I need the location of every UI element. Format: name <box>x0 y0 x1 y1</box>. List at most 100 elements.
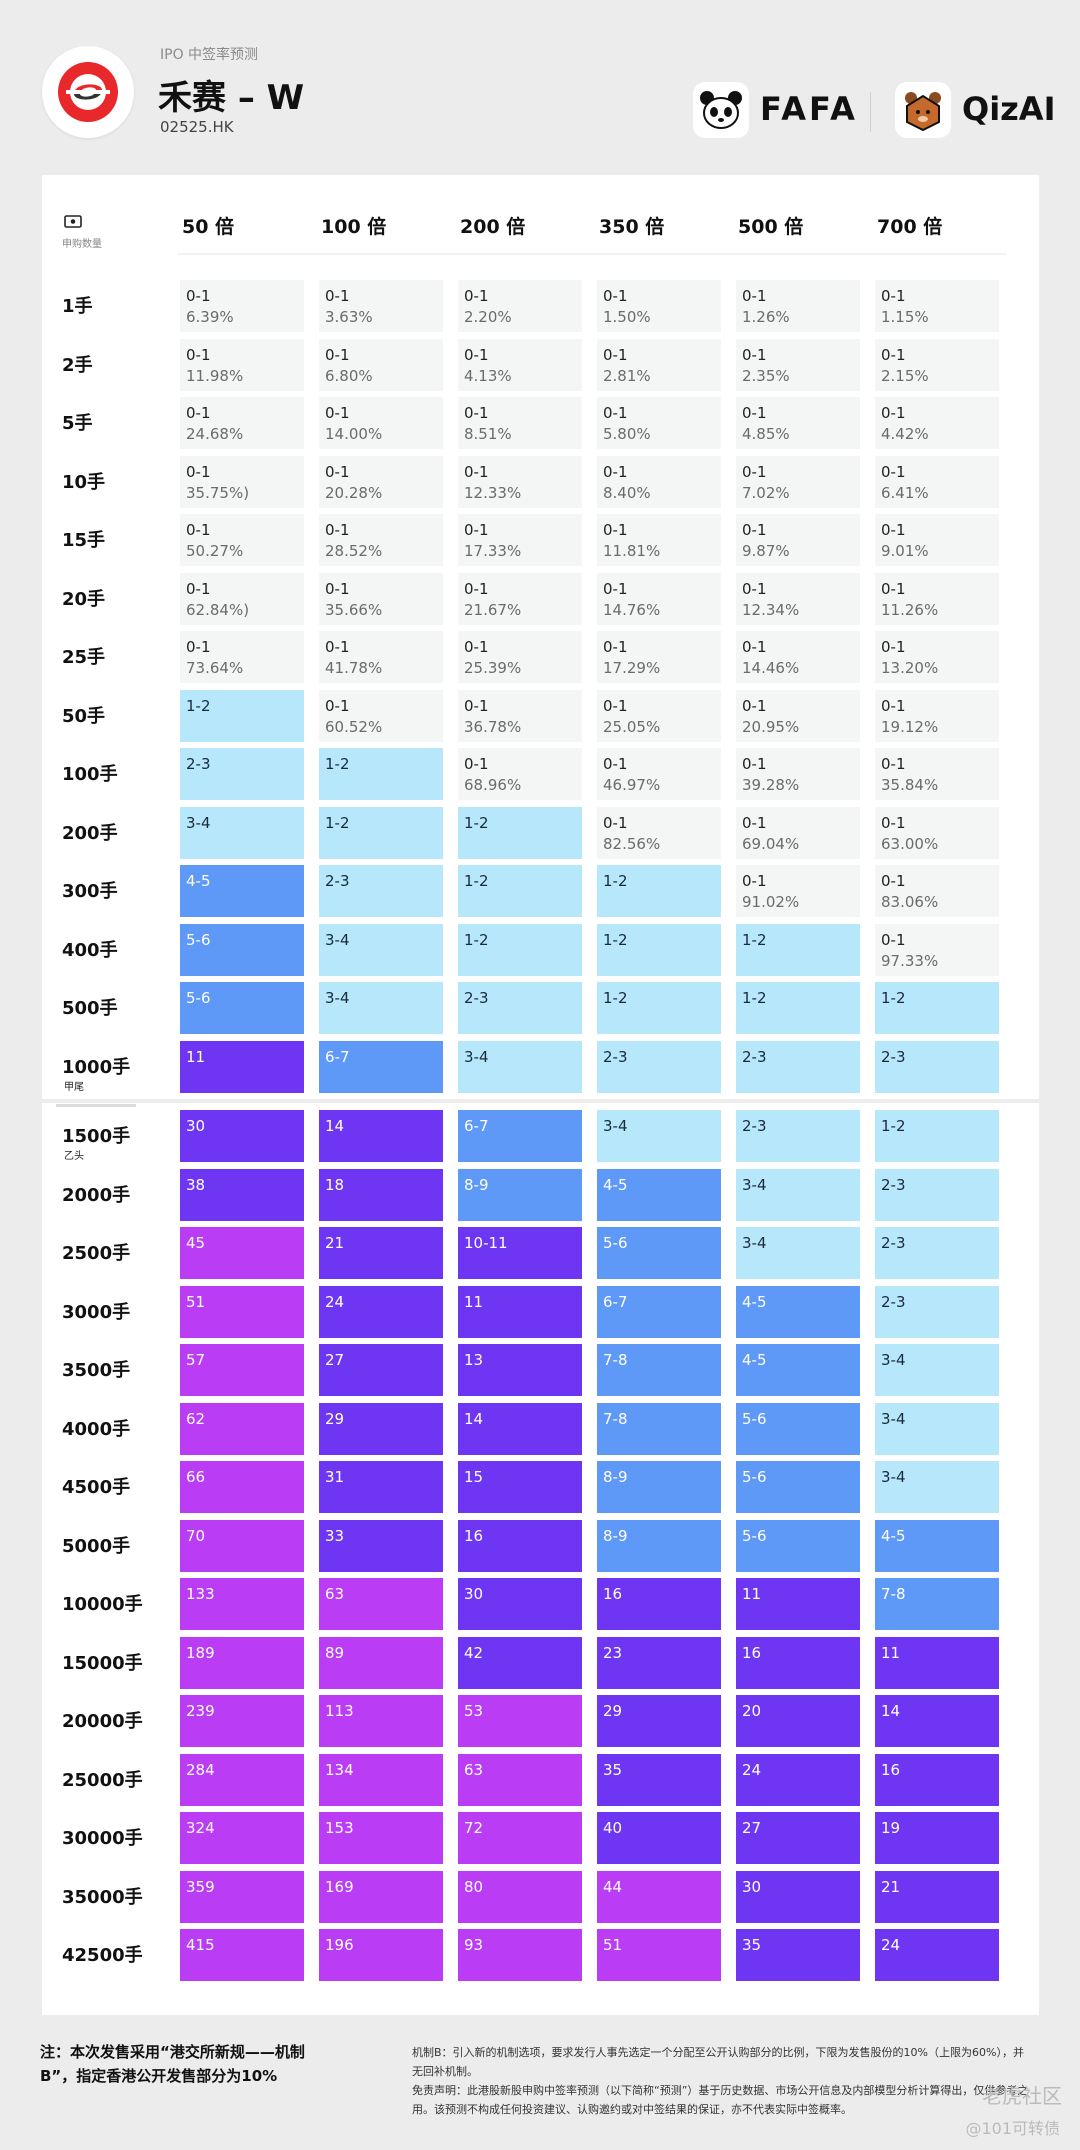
row-label: 4000手 <box>62 1418 131 1440</box>
cell-allotment: 3-4 <box>881 1351 906 1369</box>
table-cell: 0-1 17.33% <box>458 514 582 566</box>
table-cell: 24 <box>319 1285 443 1338</box>
table-cell: 0-1 35.66% <box>319 572 443 625</box>
table-cell: 5-6 <box>180 923 304 976</box>
cell-allotment: 2-3 <box>186 755 211 773</box>
table-cell: 70 <box>180 1519 304 1572</box>
table-cell: 0-1 2.81% <box>597 338 721 391</box>
table-cell: 80 <box>458 1870 582 1923</box>
cell-probability: 14.00% <box>325 425 383 443</box>
table-cell: 4-5 <box>875 1519 999 1572</box>
table-cell: 35 <box>597 1753 721 1806</box>
table-cell: 15 <box>458 1461 582 1513</box>
cell-allotment: 20 <box>742 1702 762 1720</box>
cell-allotment: 2-3 <box>881 1047 906 1066</box>
cell-allotment: 30 <box>742 1877 762 1896</box>
table-cell: 10-11 <box>458 1227 582 1279</box>
table-cell: 30 <box>736 1870 860 1923</box>
table-cell: 51 <box>180 1285 304 1338</box>
table-cell: 16 <box>458 1519 582 1572</box>
table-cell: 0-1 12.34% <box>736 572 860 625</box>
cell-allotment: 3-4 <box>742 1234 767 1252</box>
cell-allotment: 1-2 <box>464 872 489 890</box>
row-label: 4500手 <box>62 1477 131 1498</box>
table-cell: 0-1 24.68% <box>180 397 304 449</box>
cell-allotment: 51 <box>186 1292 206 1311</box>
cell-allotment: 5-6 <box>742 1468 767 1486</box>
cell-probability: 14.46% <box>742 659 800 677</box>
table-cell: 134 <box>319 1753 443 1806</box>
row-label: 25手 <box>62 647 106 668</box>
cell-allotment: 23 <box>603 1643 623 1662</box>
cell-allotment: 2-3 <box>603 1047 628 1066</box>
table-cell: 1-2 <box>597 982 721 1034</box>
column-header: 100 倍 <box>321 216 387 238</box>
table-cell: 169 <box>319 1870 443 1923</box>
table-cell: 14 <box>319 1110 443 1162</box>
cell-allotment: 0-1 <box>881 813 906 832</box>
table-cell: 0-1 8.40% <box>597 455 721 508</box>
table-cell: 31 <box>319 1461 443 1513</box>
table-cell: 62 <box>180 1402 304 1455</box>
row-label: 1000手 <box>62 1056 131 1078</box>
table-cell: 14 <box>458 1402 582 1455</box>
cell-allotment: 0-1 <box>742 462 767 481</box>
row-label: 5000手 <box>62 1535 131 1557</box>
row-label: 2500手 <box>62 1243 131 1264</box>
table-cell: 4-5 <box>736 1344 860 1396</box>
table-cell: 4-5 <box>736 1285 860 1338</box>
table-cell: 2-3 <box>180 748 304 800</box>
table-cell: 0-1 39.28% <box>736 748 860 800</box>
cell-allotment: 3-4 <box>325 930 350 949</box>
cell-allotment: 8-9 <box>603 1526 628 1545</box>
cell-allotment: 42 <box>464 1643 484 1662</box>
cell-probability: 8.51% <box>464 425 512 443</box>
cell-probability: 2.35% <box>742 366 790 385</box>
cell-allotment: 7-8 <box>881 1585 906 1603</box>
cell-allotment: 133 <box>186 1585 215 1603</box>
cell-probability: 83.06% <box>881 893 939 911</box>
cell-allotment: 0-1 <box>464 404 489 422</box>
table-cell: 3-4 <box>875 1461 999 1513</box>
cell-allotment: 6-7 <box>325 1047 350 1066</box>
table-cell: 0-1 1.26% <box>736 280 860 332</box>
table-cell: 3-4 <box>180 806 304 859</box>
table-cell: 0-1 60.52% <box>319 689 443 742</box>
table-cell: 27 <box>319 1344 443 1396</box>
cell-allotment: 0-1 <box>881 755 906 773</box>
cell-allotment: 0-1 <box>881 462 906 481</box>
table-cell: 5-6 <box>597 1227 721 1279</box>
table-cell: 53 <box>458 1695 582 1747</box>
panda-logo-icon <box>693 82 749 138</box>
table-cell: 3-4 <box>875 1402 999 1455</box>
table-cell: 21 <box>319 1227 443 1279</box>
cell-probability: 35.84% <box>881 776 939 794</box>
table-cell: 0-1 2.35% <box>736 338 860 391</box>
table-cell: 8-9 <box>458 1168 582 1221</box>
table-cell: 2-3 <box>319 865 443 917</box>
table-cell: 0-1 1.15% <box>875 280 999 332</box>
row-label: 2000手 <box>62 1184 131 1206</box>
table-cell: 5-6 <box>736 1402 860 1455</box>
header: IPO 中签率预测 禾赛 – W 02525.HK FAFA QizAI <box>0 0 1080 175</box>
bear-logo-icon <box>895 82 951 138</box>
table-cell: 0-1 21.67% <box>458 572 582 625</box>
table-cell: 7-8 <box>597 1402 721 1455</box>
table-cell: 11 <box>875 1636 999 1689</box>
row-label: 2手 <box>62 354 93 376</box>
cell-probability: 11.26% <box>881 600 939 619</box>
cell-allotment: 16 <box>464 1526 484 1545</box>
table-cell: 0-1 35.84% <box>875 748 999 800</box>
cell-probability: 2.15% <box>881 366 929 385</box>
table-cell: 6-7 <box>458 1110 582 1162</box>
footer-disclaimer: 机制B：引入新的机制选项，要求发行人事先选定一个分配至公开认购部分的比例，下限为… <box>412 2043 1034 2119</box>
row-label: 20000手 <box>62 1711 143 1732</box>
cell-allotment: 4-5 <box>881 1526 906 1545</box>
cell-allotment: 0-1 <box>742 872 767 890</box>
cell-probability: 6.39% <box>186 308 234 326</box>
table-cell: 27 <box>736 1812 860 1864</box>
cell-allotment: 0-1 <box>881 696 906 715</box>
cell-allotment: 0-1 <box>603 287 628 305</box>
cell-probability: 97.33% <box>881 951 939 970</box>
cell-probability: 62.84%) <box>186 600 250 619</box>
